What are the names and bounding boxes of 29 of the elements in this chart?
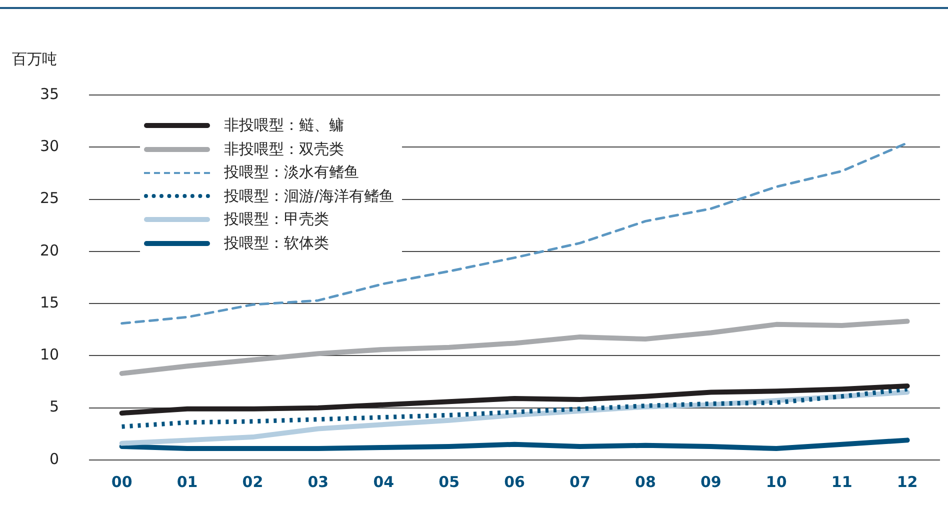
- y-tick-label: 5: [50, 398, 60, 416]
- y-tick-label: 15: [40, 293, 60, 312]
- x-tick-label: 06: [504, 472, 525, 491]
- y-tick-label: 10: [40, 346, 60, 364]
- x-tick-label: 00: [111, 472, 132, 491]
- x-tick-label: 09: [700, 472, 722, 491]
- x-tick-label: 04: [373, 472, 394, 491]
- x-tick-label: 11: [831, 472, 852, 491]
- x-tick-label: 03: [308, 472, 329, 491]
- x-tick-label: 05: [438, 472, 460, 491]
- x-tick-label: 01: [176, 472, 198, 491]
- line-series: [120, 386, 910, 429]
- legend-label: 非投喂型：双壳类: [224, 140, 344, 159]
- y-tick-label: 30: [40, 137, 60, 156]
- x-tick-label: 07: [570, 472, 590, 491]
- x-tick-label: 08: [635, 472, 656, 491]
- y-tick-label: 0: [50, 450, 60, 468]
- legend-label: 非投喂型：鲢、鳙: [224, 116, 344, 136]
- y-tick-label: 20: [40, 241, 60, 260]
- legend-label: 投喂型：洄游/海洋有鳍鱼: [224, 186, 394, 206]
- y-axis-title: 百万吨: [12, 50, 57, 69]
- y-tick-label: 35: [40, 84, 60, 103]
- x-tick-label: 10: [766, 472, 787, 491]
- y-tick-label: 25: [40, 189, 60, 208]
- legend-label: 投喂型：甲壳类: [224, 210, 329, 230]
- x-tick-label: 02: [242, 472, 264, 491]
- legend-label: 投喂型：软体类: [224, 234, 329, 253]
- x-tick-label: 12: [896, 472, 918, 491]
- legend-label: 投喂型：淡水有鳍鱼: [224, 163, 359, 182]
